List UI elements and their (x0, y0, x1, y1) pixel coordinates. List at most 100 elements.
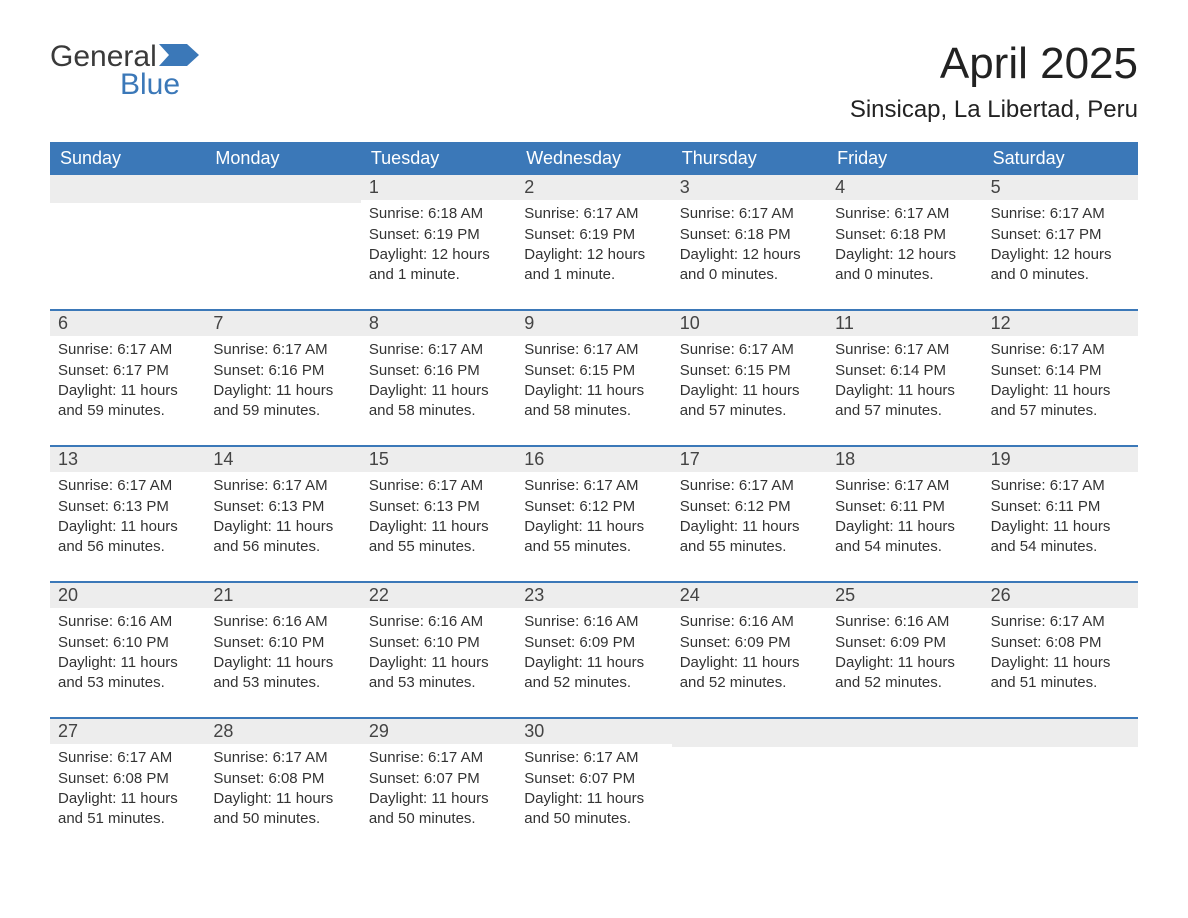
calendar-week-row: 6Sunrise: 6:17 AMSunset: 6:17 PMDaylight… (50, 309, 1138, 429)
logo: General Blue (50, 40, 199, 102)
day-number: 14 (205, 447, 360, 472)
sunrise-text: Sunrise: 6:17 AM (58, 340, 197, 360)
calendar-day-cell (672, 719, 827, 837)
sunrise-text: Sunrise: 6:17 AM (524, 476, 663, 496)
sunset-text: Sunset: 6:14 PM (835, 361, 974, 381)
day-body: Sunrise: 6:17 AMSunset: 6:17 PMDaylight:… (983, 200, 1138, 289)
day-body: Sunrise: 6:17 AMSunset: 6:14 PMDaylight:… (827, 336, 982, 425)
month-title: April 2025 (850, 40, 1138, 88)
daylight-text: Daylight: 11 hours and 59 minutes. (58, 381, 197, 422)
sunrise-text: Sunrise: 6:17 AM (991, 340, 1130, 360)
calendar-day-cell: 5Sunrise: 6:17 AMSunset: 6:17 PMDaylight… (983, 175, 1138, 293)
sunrise-text: Sunrise: 6:17 AM (835, 204, 974, 224)
day-number: 24 (672, 583, 827, 608)
calendar-day-cell (827, 719, 982, 837)
sunrise-text: Sunrise: 6:17 AM (991, 476, 1130, 496)
sunrise-text: Sunrise: 6:17 AM (524, 748, 663, 768)
calendar-week-row: 27Sunrise: 6:17 AMSunset: 6:08 PMDayligh… (50, 717, 1138, 837)
calendar-day-cell: 30Sunrise: 6:17 AMSunset: 6:07 PMDayligh… (516, 719, 671, 837)
daylight-text: Daylight: 12 hours and 0 minutes. (835, 245, 974, 286)
calendar-day-cell: 1Sunrise: 6:18 AMSunset: 6:19 PMDaylight… (361, 175, 516, 293)
sunrise-text: Sunrise: 6:17 AM (213, 748, 352, 768)
sunset-text: Sunset: 6:14 PM (991, 361, 1130, 381)
daylight-text: Daylight: 11 hours and 56 minutes. (213, 517, 352, 558)
calendar-grid: Sunday Monday Tuesday Wednesday Thursday… (50, 142, 1138, 837)
location-subtitle: Sinsicap, La Libertad, Peru (850, 96, 1138, 124)
daylight-text: Daylight: 11 hours and 57 minutes. (680, 381, 819, 422)
day-body: Sunrise: 6:17 AMSunset: 6:18 PMDaylight:… (672, 200, 827, 289)
day-body: Sunrise: 6:16 AMSunset: 6:09 PMDaylight:… (827, 608, 982, 697)
daylight-text: Daylight: 12 hours and 0 minutes. (991, 245, 1130, 286)
sunset-text: Sunset: 6:08 PM (991, 633, 1130, 653)
day-body: Sunrise: 6:17 AMSunset: 6:08 PMDaylight:… (50, 744, 205, 833)
daylight-text: Daylight: 11 hours and 55 minutes. (524, 517, 663, 558)
calendar-day-cell: 17Sunrise: 6:17 AMSunset: 6:12 PMDayligh… (672, 447, 827, 565)
day-number: 16 (516, 447, 671, 472)
day-body: Sunrise: 6:17 AMSunset: 6:15 PMDaylight:… (516, 336, 671, 425)
sunset-text: Sunset: 6:09 PM (835, 633, 974, 653)
calendar-day-cell: 11Sunrise: 6:17 AMSunset: 6:14 PMDayligh… (827, 311, 982, 429)
day-number: 30 (516, 719, 671, 744)
day-number: 12 (983, 311, 1138, 336)
day-body: Sunrise: 6:17 AMSunset: 6:13 PMDaylight:… (361, 472, 516, 561)
calendar-day-cell: 28Sunrise: 6:17 AMSunset: 6:08 PMDayligh… (205, 719, 360, 837)
daylight-text: Daylight: 11 hours and 57 minutes. (991, 381, 1130, 422)
calendar-day-cell: 4Sunrise: 6:17 AMSunset: 6:18 PMDaylight… (827, 175, 982, 293)
sunrise-text: Sunrise: 6:17 AM (835, 476, 974, 496)
day-number (827, 719, 982, 747)
sunset-text: Sunset: 6:17 PM (991, 225, 1130, 245)
day-body: Sunrise: 6:17 AMSunset: 6:13 PMDaylight:… (205, 472, 360, 561)
daylight-text: Daylight: 11 hours and 58 minutes. (524, 381, 663, 422)
daylight-text: Daylight: 11 hours and 55 minutes. (369, 517, 508, 558)
sunset-text: Sunset: 6:07 PM (524, 769, 663, 789)
sunset-text: Sunset: 6:15 PM (680, 361, 819, 381)
day-body: Sunrise: 6:17 AMSunset: 6:11 PMDaylight:… (827, 472, 982, 561)
sunrise-text: Sunrise: 6:17 AM (680, 340, 819, 360)
calendar-day-cell: 9Sunrise: 6:17 AMSunset: 6:15 PMDaylight… (516, 311, 671, 429)
daylight-text: Daylight: 11 hours and 56 minutes. (58, 517, 197, 558)
daylight-text: Daylight: 11 hours and 57 minutes. (835, 381, 974, 422)
day-body: Sunrise: 6:18 AMSunset: 6:19 PMDaylight:… (361, 200, 516, 289)
day-body: Sunrise: 6:17 AMSunset: 6:07 PMDaylight:… (361, 744, 516, 833)
daylight-text: Daylight: 11 hours and 51 minutes. (991, 653, 1130, 694)
daylight-text: Daylight: 11 hours and 53 minutes. (58, 653, 197, 694)
day-body: Sunrise: 6:17 AMSunset: 6:13 PMDaylight:… (50, 472, 205, 561)
weekday-header: Sunday (50, 142, 205, 175)
calendar-day-cell: 25Sunrise: 6:16 AMSunset: 6:09 PMDayligh… (827, 583, 982, 701)
weekday-header: Saturday (983, 142, 1138, 175)
calendar-day-cell: 15Sunrise: 6:17 AMSunset: 6:13 PMDayligh… (361, 447, 516, 565)
calendar-day-cell: 16Sunrise: 6:17 AMSunset: 6:12 PMDayligh… (516, 447, 671, 565)
daylight-text: Daylight: 11 hours and 50 minutes. (213, 789, 352, 830)
day-number: 10 (672, 311, 827, 336)
calendar-day-cell: 26Sunrise: 6:17 AMSunset: 6:08 PMDayligh… (983, 583, 1138, 701)
sunrise-text: Sunrise: 6:17 AM (213, 476, 352, 496)
sunset-text: Sunset: 6:12 PM (524, 497, 663, 517)
calendar-day-cell: 6Sunrise: 6:17 AMSunset: 6:17 PMDaylight… (50, 311, 205, 429)
calendar-day-cell: 18Sunrise: 6:17 AMSunset: 6:11 PMDayligh… (827, 447, 982, 565)
day-number: 8 (361, 311, 516, 336)
calendar-page: General Blue April 2025 Sinsicap, La Lib… (0, 0, 1188, 867)
calendar-day-cell: 21Sunrise: 6:16 AMSunset: 6:10 PMDayligh… (205, 583, 360, 701)
day-number: 20 (50, 583, 205, 608)
weekday-header-row: Sunday Monday Tuesday Wednesday Thursday… (50, 142, 1138, 175)
day-body: Sunrise: 6:17 AMSunset: 6:19 PMDaylight:… (516, 200, 671, 289)
daylight-text: Daylight: 11 hours and 58 minutes. (369, 381, 508, 422)
calendar-day-cell (983, 719, 1138, 837)
day-number: 2 (516, 175, 671, 200)
day-body: Sunrise: 6:17 AMSunset: 6:12 PMDaylight:… (516, 472, 671, 561)
weekday-header: Monday (205, 142, 360, 175)
calendar-day-cell: 3Sunrise: 6:17 AMSunset: 6:18 PMDaylight… (672, 175, 827, 293)
day-number (205, 175, 360, 203)
daylight-text: Daylight: 11 hours and 50 minutes. (369, 789, 508, 830)
day-body: Sunrise: 6:17 AMSunset: 6:12 PMDaylight:… (672, 472, 827, 561)
sunset-text: Sunset: 6:19 PM (369, 225, 508, 245)
sunrise-text: Sunrise: 6:17 AM (680, 204, 819, 224)
sunset-text: Sunset: 6:08 PM (58, 769, 197, 789)
daylight-text: Daylight: 11 hours and 51 minutes. (58, 789, 197, 830)
sunrise-text: Sunrise: 6:16 AM (369, 612, 508, 632)
sunrise-text: Sunrise: 6:17 AM (213, 340, 352, 360)
weekday-header: Thursday (672, 142, 827, 175)
calendar-day-cell: 14Sunrise: 6:17 AMSunset: 6:13 PMDayligh… (205, 447, 360, 565)
day-number (983, 719, 1138, 747)
sunrise-text: Sunrise: 6:17 AM (58, 476, 197, 496)
